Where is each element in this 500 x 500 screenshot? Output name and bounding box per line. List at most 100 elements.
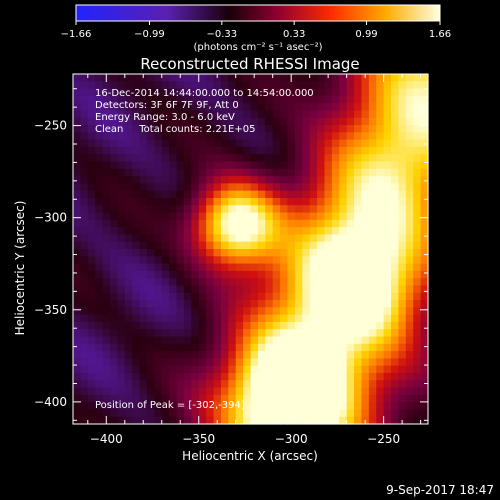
heatmap-cell [361, 132, 370, 141]
heatmap-cell [235, 132, 244, 141]
heatmap-cell [354, 270, 363, 279]
heatmap-cell [294, 117, 303, 126]
heatmap-cell [146, 358, 155, 367]
heatmap-cell [420, 380, 429, 389]
heatmap-cell [95, 234, 104, 243]
heatmap-cell [169, 409, 178, 418]
heatmap-cell [213, 321, 222, 330]
heatmap-cell [102, 365, 111, 374]
heatmap-cell [346, 81, 355, 90]
heatmap-cell [124, 292, 133, 301]
heatmap-cell [243, 270, 252, 279]
heatmap-cell [361, 227, 370, 236]
heatmap-cell [80, 321, 89, 330]
heatmap-cell [354, 146, 363, 155]
heatmap-cell [228, 358, 237, 367]
heatmap-cell [361, 146, 370, 155]
heatmap-cell [250, 270, 259, 279]
heatmap-cell [183, 139, 192, 148]
heatmap-cell [169, 300, 178, 308]
heatmap-cell [324, 314, 333, 323]
heatmap-cell [398, 197, 407, 206]
heatmap-cell [354, 241, 363, 250]
heatmap-cell [198, 154, 207, 163]
heatmap-cell [413, 263, 422, 272]
heatmap-cell [191, 336, 200, 345]
heatmap-cell [95, 307, 104, 316]
heatmap-cell [383, 321, 392, 330]
heatmap-cell [257, 365, 266, 374]
heatmap-cell [265, 394, 274, 403]
heatmap-cell [413, 205, 422, 214]
heatmap-cell [398, 278, 407, 287]
heatmap-cell [324, 95, 333, 104]
heatmap-cell [309, 307, 318, 316]
heatmap-cell [80, 314, 89, 323]
heatmap-cell [398, 285, 407, 294]
heatmap-cell [169, 402, 178, 411]
heatmap-cell [405, 285, 414, 294]
heatmap-cell [169, 110, 178, 119]
heatmap-cell [391, 154, 400, 163]
heatmap-cell [331, 416, 340, 425]
heatmap-cell [354, 402, 363, 411]
heatmap-cell [257, 329, 266, 338]
heatmap-cell [124, 234, 133, 243]
heatmap-cell [109, 278, 118, 287]
heatmap-cell [331, 329, 340, 338]
heatmap-cell [154, 336, 163, 345]
heatmap-cell [109, 314, 118, 323]
heatmap-cell [243, 212, 252, 221]
heatmap-cell [383, 227, 392, 236]
heatmap-cell [95, 88, 104, 97]
heatmap-cell [220, 365, 229, 374]
heatmap-cell [146, 95, 155, 104]
heatmap-cell [95, 263, 104, 272]
heatmap-cell [95, 183, 104, 192]
heatmap-cell [109, 161, 118, 170]
heatmap-cell [243, 380, 252, 389]
heatmap-cell [183, 110, 192, 119]
heatmap-cell [124, 81, 133, 90]
heatmap-cell [309, 416, 318, 425]
heatmap-cell [102, 161, 111, 170]
heatmap-cell [124, 307, 133, 316]
heatmap-cell [405, 402, 414, 411]
heatmap-cell [265, 249, 274, 257]
heatmap-cell [294, 88, 303, 97]
heatmap-cell [73, 117, 81, 126]
heatmap-cell [420, 227, 429, 236]
heatmap-cell [220, 168, 229, 177]
heatmap-cell [109, 263, 118, 272]
heatmap-cell [287, 336, 296, 345]
heatmap-cell [235, 270, 244, 279]
heatmap-cell [405, 81, 414, 90]
heatmap-cell [124, 394, 133, 403]
heatmap-cell [317, 365, 326, 374]
heatmap-cell [309, 205, 318, 214]
heatmap-cell [80, 263, 89, 272]
heatmap-cell [132, 227, 141, 236]
heatmap-cell [317, 95, 326, 104]
heatmap-cell [183, 365, 192, 374]
heatmap-cell [265, 300, 274, 308]
heatmap-cell [87, 358, 96, 367]
heatmap-cell [109, 168, 118, 177]
heatmap-cell [169, 336, 178, 345]
x-tick-label: −300 [275, 432, 308, 446]
heatmap-cell [87, 103, 96, 112]
heatmap-cell [280, 183, 289, 192]
heatmap-cell [169, 241, 178, 250]
heatmap-cell [176, 336, 185, 345]
heatmap-cell [243, 219, 252, 228]
heatmap-cell [361, 270, 370, 279]
heatmap-cell [280, 314, 289, 323]
heatmap-cell [102, 132, 111, 141]
heatmap-cell [161, 314, 170, 323]
heatmap-cell [235, 190, 244, 199]
heatmap-cell [109, 103, 118, 112]
heatmap-cell [257, 321, 266, 330]
heatmap-cell [398, 343, 407, 352]
heatmap-cell [132, 270, 141, 279]
heatmap-cell [243, 227, 252, 236]
